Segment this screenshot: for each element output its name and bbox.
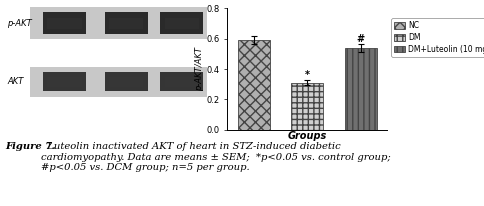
Bar [160, 72, 203, 91]
Bar [43, 72, 86, 91]
Bar [160, 12, 203, 34]
Bar [105, 12, 148, 34]
Bar [5, 61, 218, 63]
Legend: NC, DM, DM+Luteolin (10 mg/kg): NC, DM, DM+Luteolin (10 mg/kg) [391, 18, 484, 57]
Text: *: * [305, 70, 310, 80]
Bar [165, 77, 198, 87]
Text: Luteolin inactivated AKT of heart in STZ-induced diabetic
cardiomyopathy. Data a: Luteolin inactivated AKT of heart in STZ… [41, 142, 391, 172]
Y-axis label: p-AKT/AKT: p-AKT/AKT [195, 47, 204, 91]
X-axis label: Groups: Groups [287, 131, 327, 141]
Bar [238, 40, 270, 130]
Bar [345, 48, 377, 130]
Text: Figure 7.: Figure 7. [5, 142, 56, 151]
Bar [47, 18, 81, 29]
Bar [43, 12, 86, 34]
Bar [165, 18, 198, 29]
Bar [30, 67, 207, 97]
Bar [109, 77, 143, 87]
Bar [291, 83, 323, 130]
Bar [47, 77, 81, 87]
Bar [30, 7, 207, 39]
Text: p-AKT: p-AKT [7, 19, 32, 28]
Text: #: # [357, 34, 364, 44]
Bar [109, 18, 143, 29]
Text: AKT: AKT [7, 77, 23, 86]
Bar [105, 72, 148, 91]
